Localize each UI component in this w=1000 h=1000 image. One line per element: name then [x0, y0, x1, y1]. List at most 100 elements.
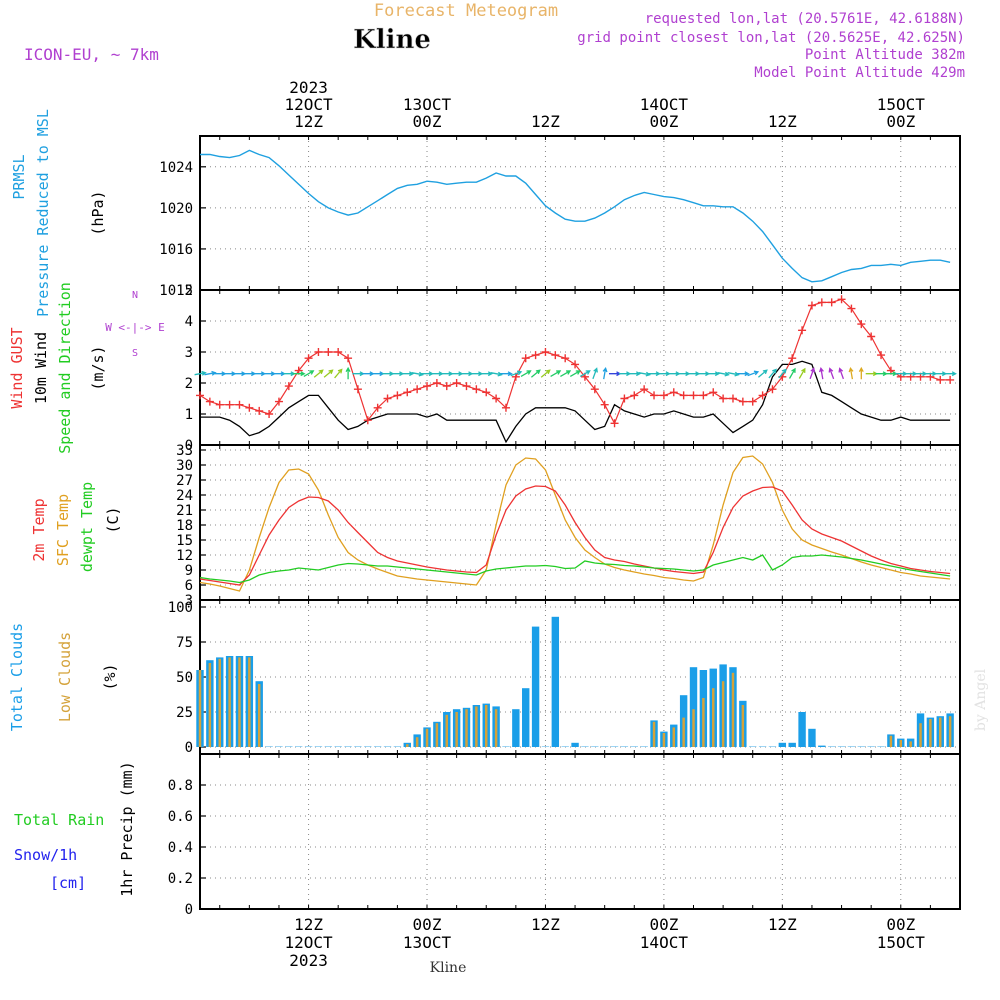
wind-direction-arrow: [609, 371, 622, 377]
dewpt-label: dewpt Temp: [78, 482, 96, 572]
panel-frame: [199, 135, 961, 291]
wind-direction-arrow: [602, 366, 608, 380]
wind-direction-arrow: [263, 371, 276, 377]
y-tick-label: 3: [185, 593, 193, 609]
gust-marker: [936, 375, 945, 384]
wind-unit: (m/s): [89, 345, 107, 390]
wind-direction-arrow: [727, 371, 740, 377]
wind-direction-arrow: [678, 371, 691, 377]
gust-marker: [857, 320, 866, 329]
low-cloud-bar: [455, 712, 458, 747]
wind-direction-arrow: [818, 366, 824, 380]
low-cloud-bar: [238, 657, 241, 747]
time-label-bottom: 13OCT: [403, 933, 452, 952]
y-tick-label: 1: [185, 407, 193, 423]
y-tick-label: 33: [176, 443, 193, 459]
low-cloud-bar: [257, 684, 261, 747]
wind-panel: 0 1 2 3 4 5: [185, 283, 961, 454]
y-tick-label: 100: [168, 600, 193, 616]
gust-marker: [679, 391, 688, 400]
time-label-bottom: 00Z: [649, 915, 678, 934]
wind-direction-arrow: [707, 371, 721, 377]
wind-direction-arrow: [592, 367, 598, 380]
total-cloud-bar: [522, 688, 530, 747]
low-cloud-bar: [919, 723, 922, 747]
gust-marker: [709, 388, 718, 397]
wind-direction-arrow: [858, 366, 864, 380]
gust-marker: [225, 400, 234, 409]
wind-label: 10m Wind: [32, 332, 50, 404]
sfc-temp-line: [199, 455, 951, 592]
wind-direction-arrow: [697, 371, 711, 377]
gust-marker: [669, 388, 678, 397]
gust-marker: [630, 391, 639, 400]
pressure-unit: (hPa): [89, 190, 107, 235]
gust-marker: [571, 360, 580, 369]
gust-marker: [590, 385, 599, 394]
low-clouds-label: Low Clouds: [56, 632, 74, 722]
time-label-bottom: 12Z: [768, 915, 797, 934]
gust-marker: [847, 304, 856, 313]
total-cloud-bar: [778, 742, 787, 747]
y-tick-label: 3: [185, 345, 193, 361]
gust-marker: [324, 348, 333, 356]
wind-direction-arrow: [618, 371, 632, 377]
low-cloud-bar: [702, 698, 705, 747]
gust-marker: [640, 385, 649, 394]
low-cloud-bar: [494, 709, 498, 747]
total-cloud-bar: [689, 667, 698, 747]
gust-marker: [610, 419, 619, 428]
time-label-bottom: 12OCT: [284, 933, 333, 952]
wind-direction-arrow: [747, 370, 760, 377]
y-tick-label: 0: [185, 438, 193, 454]
y-tick-label: 0.4: [168, 840, 193, 856]
gust-marker: [472, 385, 481, 394]
low-cloud-bar: [485, 705, 488, 747]
gust-marker: [373, 403, 382, 412]
panel-frame: [199, 444, 961, 601]
wind-direction-arrow: [382, 371, 395, 377]
gust-marker: [699, 391, 708, 400]
panel-labels: PRMSL Pressure Reduced to MSL (hPa) Wind GU…: [8, 109, 165, 897]
wind-direction-arrow: [668, 371, 681, 377]
low-cloud-bar: [228, 657, 231, 747]
wind-direction-arrow: [865, 371, 879, 377]
low-cloud-bar: [948, 716, 952, 747]
y-tick-label: 1016: [159, 242, 193, 258]
total-cloud-bar: [571, 742, 579, 747]
snow-legend: Snow/1h: [14, 846, 77, 864]
time-label-top: 2023: [289, 78, 328, 97]
time-label-bottom: 2023: [289, 951, 328, 970]
sfc-temp-label: SFC Temp: [54, 494, 72, 566]
wind-direction-arrow: [717, 371, 730, 377]
y-tick-label: 6: [185, 578, 193, 594]
wind-direction-arrow: [944, 371, 957, 377]
gust-marker: [403, 388, 412, 397]
time-label-top: 00Z: [886, 112, 915, 131]
wind-direction-arrow: [768, 368, 777, 379]
wind-direction-arrow: [334, 368, 343, 379]
temp-2m-label: 2m Temp: [30, 498, 48, 561]
low-cloud-bar: [889, 735, 893, 747]
wind-direction-arrow: [579, 370, 591, 377]
total-cloud-bar: [808, 728, 816, 747]
gust-marker: [748, 397, 757, 406]
wind-direction-arrow: [838, 367, 845, 380]
wind-direction-arrow: [638, 371, 651, 377]
y-tick-label: 9: [185, 563, 193, 579]
gust-marker: [205, 397, 214, 406]
wind-direction-arrow: [628, 371, 642, 377]
low-cloud-bar: [741, 705, 745, 747]
gust-marker: [650, 391, 659, 400]
gridpoint-coords: grid point closest lon,lat (20.5625E, 42…: [577, 30, 965, 46]
wind-direction-arrow: [283, 371, 296, 377]
y-tick-label: 21: [176, 503, 193, 519]
gust-label: Wind GUST: [8, 327, 26, 408]
wind-direction-arrow: [441, 371, 454, 377]
clouds-unit: (%): [101, 663, 119, 690]
wind-direction-arrow: [510, 370, 523, 377]
time-label-top: 14OCT: [640, 95, 689, 114]
wind-direction-arrow: [293, 371, 306, 377]
low-cloud-bar: [652, 721, 656, 747]
